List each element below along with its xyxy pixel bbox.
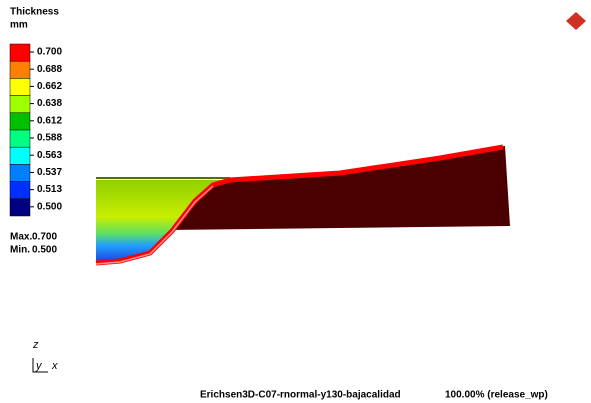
legend-swatch <box>10 147 30 164</box>
legend-swatch <box>10 182 30 199</box>
legend-swatch <box>10 199 30 216</box>
legend-swatch <box>10 113 30 130</box>
legend-swatch <box>10 130 30 147</box>
legend-swatch <box>10 164 30 181</box>
min-value: 0.500 <box>32 245 57 256</box>
legend-label: 0.588 <box>37 133 62 144</box>
page: Thickness mm 0.7000.6880.6620.6380.6120.… <box>0 0 591 403</box>
legend-title: Thickness <box>10 7 59 18</box>
logo <box>566 12 586 30</box>
legend: 0.700 0.688 0.662 0.638 0.612 0.588 0.563 0.537… <box>10 44 62 216</box>
legend-swatch <box>10 44 30 61</box>
legend-swatch <box>10 61 30 78</box>
legend-swatch <box>10 96 30 113</box>
legend-unit: mm <box>10 20 28 31</box>
axis-z: z <box>32 339 39 351</box>
legend-label: 0.612 <box>37 115 62 126</box>
min-label: Min. <box>10 245 30 256</box>
part-body <box>165 146 510 230</box>
footer-status: 100.00% (release_wp) <box>445 390 548 401</box>
legend-swatch <box>10 78 30 95</box>
max-value: 0.700 <box>32 232 57 243</box>
legend-label: 0.688 <box>37 64 62 75</box>
legend-label: 0.638 <box>37 98 62 109</box>
legend-label: 0.537 <box>37 167 62 178</box>
legend-label: 0.563 <box>37 150 62 161</box>
max-label: Max. <box>10 232 32 243</box>
axis-y: y <box>35 360 43 372</box>
legend-label: 0.662 <box>37 81 62 92</box>
model <box>96 12 586 264</box>
legend-label: 0.500 <box>37 201 62 212</box>
legend-label: 0.513 <box>37 184 62 195</box>
footer-model: Erichsen3D-C07-rnormal-y130-bajacalidad <box>200 390 401 401</box>
axis-x: x <box>51 360 58 372</box>
legend-label: 0.700 <box>37 47 62 58</box>
